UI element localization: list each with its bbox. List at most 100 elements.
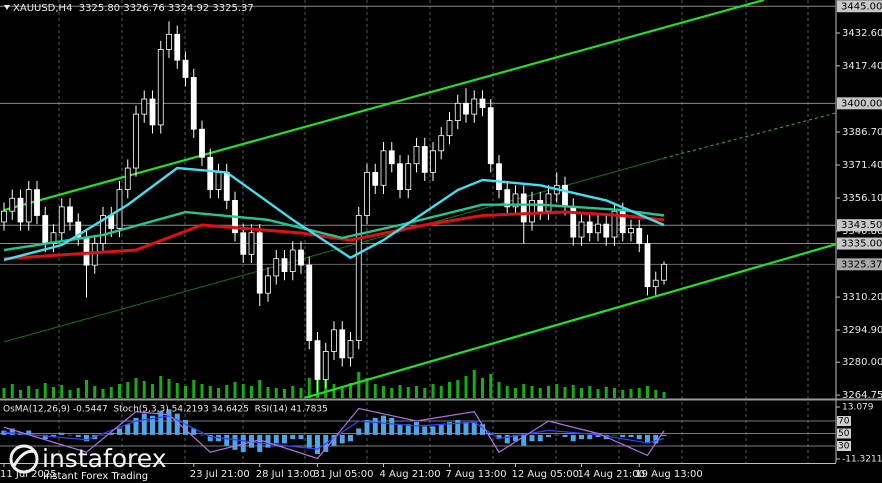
osma-bar <box>645 434 650 444</box>
candle-body <box>471 98 478 115</box>
volume-bar <box>35 389 39 398</box>
candle-body <box>372 171 379 186</box>
candle-body <box>487 107 494 165</box>
x-tick-label: 4 Aug 21:00 <box>380 469 441 480</box>
osma-bar <box>298 434 304 440</box>
x-tick-label: 14 Aug 21:00 <box>578 469 645 480</box>
volume-bar <box>60 385 64 398</box>
candle-body <box>182 59 189 78</box>
volume-bar <box>291 386 295 398</box>
candle-body <box>223 171 230 201</box>
x-tick-label: 7 Aug 13:00 <box>446 469 507 480</box>
y-tick-label: 3280.00 <box>842 357 882 368</box>
candle-body <box>504 189 511 208</box>
x-tick-label: 19 Aug 13:00 <box>635 469 702 480</box>
osma-bar <box>488 432 494 435</box>
volume-bar <box>621 390 625 398</box>
y-tick-label: 3340.80 <box>842 226 882 237</box>
oscillator-level-label: 30 <box>838 442 850 452</box>
logo-name: instaforex <box>42 444 167 473</box>
osma-bar <box>438 424 444 435</box>
osma-bar <box>290 434 296 440</box>
candle-body <box>298 249 304 266</box>
volume-bar <box>382 386 385 398</box>
level-label: 3400.00 <box>841 98 882 109</box>
osma-bar <box>579 434 584 440</box>
osma-bar <box>232 434 238 450</box>
candle-body <box>75 221 82 238</box>
volume-bar <box>464 376 468 398</box>
candle-body <box>199 128 205 158</box>
candle-body <box>124 167 131 191</box>
osma-bar <box>331 434 337 446</box>
x-tick-label: 12 Aug 05:00 <box>512 469 579 480</box>
osma-bar <box>414 422 419 435</box>
candle-body <box>628 228 634 234</box>
oscillator-line <box>3 415 665 450</box>
volume-bar <box>19 390 22 398</box>
volume-bar <box>596 389 600 398</box>
x-tick-label: 11 Jul 2025 <box>0 469 57 480</box>
volume-bar <box>497 382 501 398</box>
osma-bar <box>389 417 395 435</box>
candle-body <box>380 150 387 186</box>
oscillator-line <box>3 407 665 460</box>
candle-body <box>215 171 222 191</box>
osma-bar <box>183 419 188 435</box>
x-tick-label: 31 Jul 05:00 <box>314 469 374 480</box>
moving-average <box>3 203 665 252</box>
volume-bar <box>571 385 575 398</box>
volume-bar <box>283 389 286 398</box>
volume-bar <box>662 392 666 398</box>
volume-bar <box>85 380 88 398</box>
symbol-menu-icon[interactable] <box>4 5 10 10</box>
osma-bar <box>306 434 312 448</box>
level-label-bg <box>837 219 882 232</box>
osma-bar <box>661 434 667 437</box>
volume-bar <box>588 386 592 398</box>
candle-body <box>405 163 412 191</box>
volume-bar <box>299 388 303 398</box>
volume-bar <box>481 378 484 398</box>
candle-body <box>421 146 428 173</box>
volume-bar <box>233 382 237 398</box>
oscillator-level-label: 70 <box>838 417 850 427</box>
candle-body <box>586 221 593 234</box>
logo: instaforex Instant Forex Trading <box>9 444 167 482</box>
osma-bar <box>158 411 164 435</box>
candle-body <box>273 258 280 277</box>
volume-bar <box>200 384 204 398</box>
candle-body <box>306 264 313 342</box>
volume-bar <box>217 388 220 398</box>
y-tick-label: 3371.40 <box>842 160 882 171</box>
level-label: 3445.00 <box>841 1 882 12</box>
volume-bar <box>365 378 369 398</box>
x-tick-label: 23 Jul 21:00 <box>190 469 250 480</box>
oscillator-level-bg <box>837 441 851 451</box>
volume-bar <box>448 382 451 398</box>
volume-bar <box>332 384 336 398</box>
oscillator-tick-label: 13.079 <box>842 403 874 413</box>
osma-bar <box>265 434 271 448</box>
osma-bar <box>273 434 279 444</box>
volume-bar <box>175 383 179 398</box>
osma-bar <box>174 413 180 435</box>
candle-body <box>314 340 321 380</box>
candle-body <box>240 232 247 255</box>
osma-bar <box>166 409 172 435</box>
osma-bar <box>562 434 568 438</box>
candle-body <box>512 193 519 208</box>
osma-bar <box>224 434 230 446</box>
candle-body <box>289 249 296 272</box>
volume-bar <box>93 386 97 398</box>
osma-bar <box>150 415 155 435</box>
oscillator-level-bg <box>837 428 851 439</box>
volume-bar <box>522 384 526 398</box>
y-tick-label: 3356.10 <box>842 193 882 204</box>
logo-tagline: Instant Forex Trading <box>43 471 148 482</box>
osma-bar <box>133 417 139 435</box>
trendline <box>303 243 836 398</box>
